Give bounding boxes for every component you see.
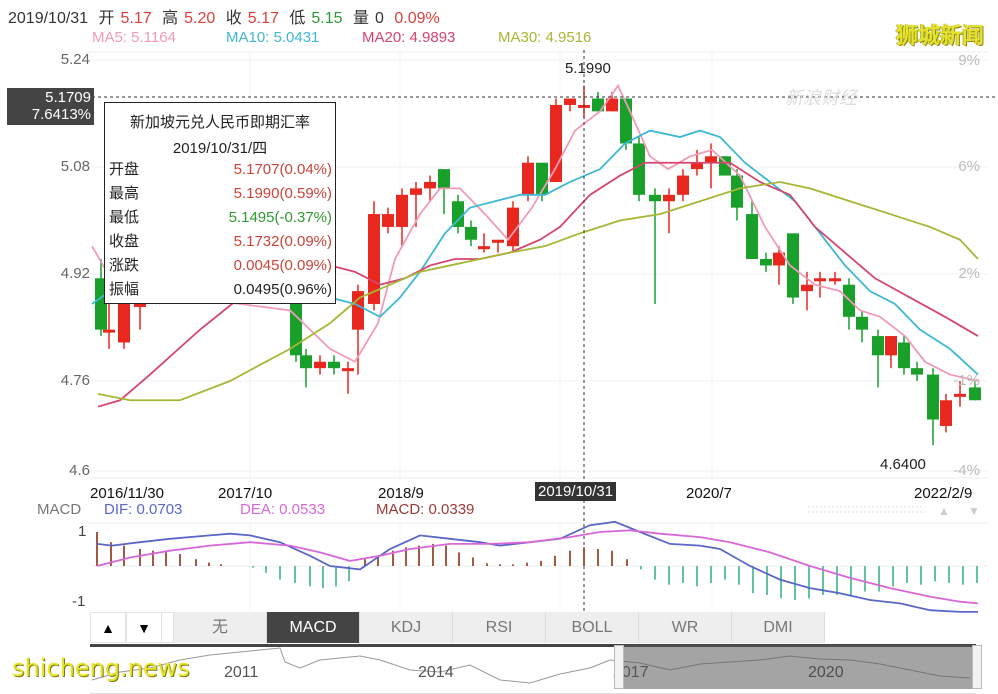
volume-label: 量 (352, 10, 369, 27)
brand-watermark: 狮城新闻 (895, 24, 984, 49)
nav-year: 2011 (224, 664, 259, 681)
tooltip-row-label: 最高 (109, 185, 140, 202)
y-tick: 4.92 (60, 265, 90, 282)
x-tick: 2016/11/30 (90, 485, 164, 502)
tooltip-row-label: 涨跌 (109, 257, 140, 274)
quote-date: 2019/10/31 (8, 10, 89, 27)
ohlc-tooltip: 新加坡元兑人民币即期汇率 2019/10/31/四 开盘 5.1707(0.04%… (104, 102, 336, 304)
y-pct-tick: 9% (958, 52, 980, 69)
ma20-label: MA20: 4.9893 (362, 29, 456, 46)
tooltip-row-label: 最低 (109, 209, 140, 226)
nav-selected-range[interactable] (624, 645, 972, 689)
open-label: 开 (98, 10, 115, 27)
high-label: 高 (162, 10, 179, 27)
scroll-up-button[interactable]: ▲ (90, 612, 126, 643)
tooltip-date: 2019/10/31/四 (172, 140, 268, 157)
y-pct-tick: 6% (958, 158, 980, 175)
tab-boll[interactable]: BOLL (546, 612, 639, 643)
cursor-price-tag: 5.1709 7.6413% (7, 88, 94, 125)
tooltip-row: 开盘 5.1707(0.04%) (105, 158, 335, 182)
tab-dmi[interactable]: DMI (732, 612, 825, 643)
x-tick: 2018/9 (378, 485, 424, 502)
macd-y-tick: -1 (72, 593, 86, 610)
y-tick: 5.08 (60, 158, 90, 175)
tooltip-row-value: 5.1495(-0.37%) (228, 209, 332, 226)
open-value: 5.17 (120, 10, 152, 27)
high-value: 5.20 (184, 10, 216, 27)
cursor-date-tag: 2019/10/31 (535, 482, 617, 501)
sina-watermark: 新浪财经 (785, 88, 857, 108)
tooltip-row-label: 振幅 (109, 281, 140, 298)
y-tick: 5.24 (60, 51, 90, 68)
nav-left-handle[interactable] (614, 645, 624, 689)
y-tick: 4.6 (69, 462, 90, 479)
cursor-price: 5.1709 (45, 89, 91, 106)
tab-macd[interactable]: MACD (267, 612, 360, 643)
dif-label: DIF: 0.0703 (104, 501, 183, 518)
y-tick: 4.76 (60, 372, 90, 389)
tooltip-row-value: 0.0495(0.96%) (233, 281, 332, 298)
down-arrow-icon: ▼ (137, 620, 151, 636)
tooltip-row: 收盘 5.1732(0.09%) (105, 230, 335, 254)
change-pct: 0.09% (394, 10, 440, 27)
zoom-out-icon[interactable]: ▼ (968, 504, 980, 518)
tooltip-row-label: 开盘 (109, 161, 140, 178)
tab-none[interactable]: 无 (174, 612, 267, 643)
close-value: 5.17 (247, 10, 279, 27)
macd-value-label: MACD: 0.0339 (376, 501, 475, 518)
scroll-down-button[interactable]: ▼ (126, 612, 162, 643)
macd-title: MACD (37, 501, 82, 518)
tab-kdj[interactable]: KDJ (360, 612, 453, 643)
ma10-label: MA10: 5.0431 (226, 29, 320, 46)
tooltip-row-value: 5.1707(0.04%) (233, 161, 332, 178)
ma5-label: MA5: 5.1164 (92, 29, 176, 46)
tooltip-row: 振幅 0.0495(0.96%) (105, 278, 335, 302)
y-pct-tick: 2% (958, 265, 980, 282)
y-pct-tick: -4% (953, 462, 980, 479)
tooltip-row: 最高 5.1990(0.59%) (105, 182, 335, 206)
tooltip-title: 新加坡元兑人民币即期汇率 (129, 114, 310, 131)
tooltip-row: 涨跌 0.0045(0.09%) (105, 254, 335, 278)
tab-wr[interactable]: WR (639, 612, 732, 643)
up-arrow-icon: ▲ (101, 620, 115, 636)
tab-spacer (162, 612, 174, 643)
tooltip-row-value: 0.0045(0.09%) (233, 257, 332, 274)
volume-value: 0 (374, 10, 384, 27)
tooltip-row-label: 收盘 (109, 233, 140, 250)
x-tick: 2022/2/9 (914, 485, 973, 502)
min-annotation: 4.6400 (880, 456, 926, 473)
tab-rsi[interactable]: RSI (453, 612, 546, 643)
tooltip-row-value: 5.1990(0.59%) (233, 185, 332, 202)
x-tick: 2017/10 (218, 485, 273, 502)
nav-right-handle[interactable] (972, 645, 982, 689)
y-pct-tick: -1% (953, 372, 980, 389)
tooltip-row-value: 5.1732(0.09%) (233, 233, 332, 250)
indicator-tabs: ▲ ▼ 无 MACD KDJ RSI BOLL WR DMI (90, 612, 825, 644)
max-annotation: 5.1990 (565, 60, 611, 77)
tooltip-row: 最低 5.1495(-0.37%) (105, 206, 335, 230)
zoom-in-icon[interactable]: ▲ (938, 504, 950, 518)
dea-label: DEA: 0.0533 (240, 501, 326, 518)
site-watermark: shicheng.news (12, 654, 190, 682)
low-value: 5.15 (311, 10, 343, 27)
x-tick: 2020/7 (686, 485, 732, 502)
cursor-pct: 7.6413% (31, 106, 91, 123)
nav-year: 2014 (418, 664, 454, 681)
low-label: 低 (289, 10, 306, 27)
close-label: 收 (225, 10, 242, 27)
macd-y-tick: 1 (78, 523, 87, 540)
ma30-label: MA30: 4.9516 (498, 29, 592, 46)
